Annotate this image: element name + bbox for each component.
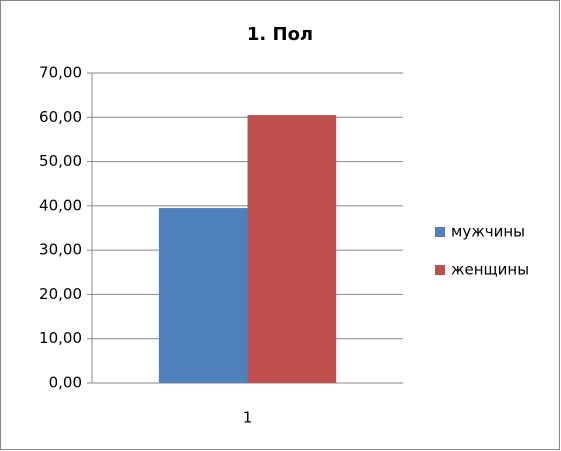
legend-label: мужчины [451,223,525,241]
y-tick-label: 30,00 [39,241,82,259]
y-tick-label: 0,00 [49,374,82,392]
y-tick-label: 40,00 [39,196,82,214]
y-tick-label: 10,00 [39,329,82,347]
y-tick-label: 60,00 [39,108,82,126]
bar [247,115,337,384]
y-tick-label: 20,00 [39,285,82,303]
y-tick-label: 70,00 [39,64,82,82]
legend-swatch [435,227,445,237]
legend-swatch [435,265,445,275]
y-tick-label: 50,00 [39,152,82,170]
bar [158,208,248,383]
chart-title: 1. Пол [247,24,313,45]
x-tick-label: 1 [243,409,253,427]
legend-label: женщины [451,261,529,279]
